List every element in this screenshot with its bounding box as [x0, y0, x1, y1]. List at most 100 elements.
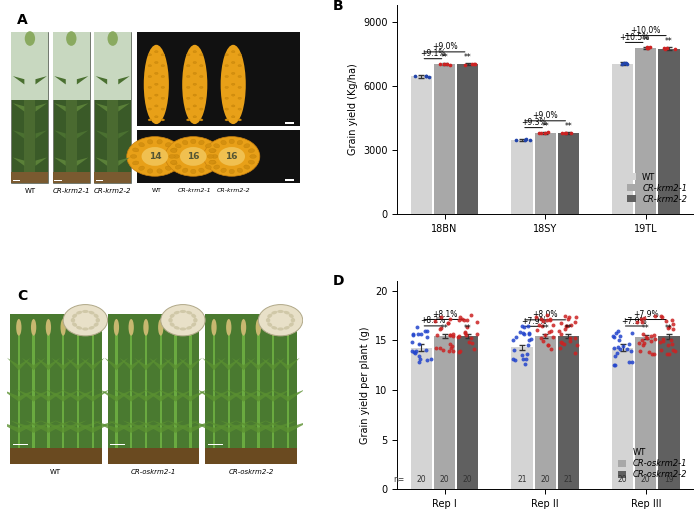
Polygon shape [48, 358, 60, 370]
Polygon shape [217, 358, 229, 370]
Polygon shape [19, 389, 36, 402]
Circle shape [180, 147, 206, 166]
Ellipse shape [148, 64, 152, 67]
Point [635, 347, 646, 355]
Y-axis label: Grain yield per plant (g): Grain yield per plant (g) [360, 326, 370, 443]
Polygon shape [288, 389, 306, 402]
Point [663, 324, 674, 332]
Bar [228, 335, 230, 448]
Point [458, 316, 470, 324]
Bar [434, 336, 455, 489]
Ellipse shape [148, 54, 152, 56]
Polygon shape [137, 420, 161, 433]
Point [565, 321, 576, 329]
Polygon shape [178, 358, 190, 370]
Ellipse shape [238, 64, 242, 67]
Text: +8.0%: +8.0% [533, 311, 558, 319]
Point [649, 335, 660, 344]
Ellipse shape [225, 76, 228, 78]
Point [531, 313, 542, 321]
Bar [287, 335, 289, 448]
Bar [52, 172, 90, 182]
Point [539, 129, 550, 138]
Polygon shape [60, 389, 78, 402]
Point [466, 60, 477, 68]
Point [410, 347, 421, 355]
Ellipse shape [248, 149, 255, 152]
Ellipse shape [290, 318, 295, 322]
Point [612, 327, 624, 335]
Point [524, 330, 535, 338]
Point [425, 355, 436, 363]
Ellipse shape [170, 160, 177, 164]
Point [519, 330, 530, 338]
Bar [10, 314, 101, 448]
Point [414, 358, 425, 366]
Ellipse shape [193, 116, 197, 118]
Polygon shape [10, 420, 34, 433]
Point [453, 333, 464, 341]
Ellipse shape [238, 108, 242, 110]
Ellipse shape [148, 140, 153, 144]
Ellipse shape [193, 83, 197, 85]
Ellipse shape [232, 50, 235, 53]
Ellipse shape [82, 310, 89, 313]
Polygon shape [229, 389, 246, 402]
Polygon shape [78, 358, 90, 370]
Ellipse shape [113, 319, 119, 336]
Point [545, 327, 557, 335]
Bar [189, 335, 192, 448]
Polygon shape [31, 389, 48, 402]
Polygon shape [176, 420, 199, 433]
Point [631, 318, 643, 326]
Ellipse shape [155, 72, 158, 75]
Point [664, 350, 675, 358]
Ellipse shape [155, 50, 158, 53]
Polygon shape [34, 389, 51, 402]
Point [407, 337, 418, 346]
Polygon shape [190, 420, 214, 433]
Polygon shape [167, 420, 190, 433]
Ellipse shape [165, 143, 171, 147]
Text: 20: 20 [463, 475, 473, 484]
Ellipse shape [139, 166, 144, 170]
Bar [66, 100, 77, 182]
Bar [116, 335, 118, 448]
Ellipse shape [76, 326, 82, 330]
Point [434, 325, 445, 333]
Ellipse shape [94, 322, 99, 327]
Bar [130, 335, 132, 448]
Point [461, 315, 472, 323]
Point [557, 129, 568, 137]
Polygon shape [13, 103, 25, 112]
Point [637, 341, 648, 349]
Point [535, 128, 546, 136]
Bar [94, 32, 131, 182]
Polygon shape [258, 420, 282, 433]
Polygon shape [113, 389, 131, 402]
Polygon shape [288, 358, 300, 370]
Point [666, 339, 677, 348]
Ellipse shape [244, 165, 250, 169]
Bar [145, 335, 147, 448]
Bar [558, 336, 579, 489]
Ellipse shape [237, 140, 243, 145]
Polygon shape [96, 103, 107, 112]
Bar [242, 335, 245, 448]
Point [410, 72, 421, 80]
Point [444, 347, 455, 355]
Point [626, 357, 638, 366]
Ellipse shape [182, 45, 207, 124]
Point [559, 312, 570, 320]
Polygon shape [202, 358, 214, 370]
Text: +7.9%: +7.9% [521, 317, 547, 326]
Polygon shape [120, 358, 131, 370]
Ellipse shape [90, 319, 95, 336]
Point [559, 129, 570, 137]
Point [667, 346, 678, 354]
Legend: WT, CR-oskrm2-1, CR-oskrm2-2: WT, CR-oskrm2-1, CR-oskrm2-2 [616, 447, 689, 481]
Polygon shape [36, 76, 47, 84]
Point [561, 322, 572, 330]
Point [545, 316, 556, 324]
Point [609, 352, 620, 360]
